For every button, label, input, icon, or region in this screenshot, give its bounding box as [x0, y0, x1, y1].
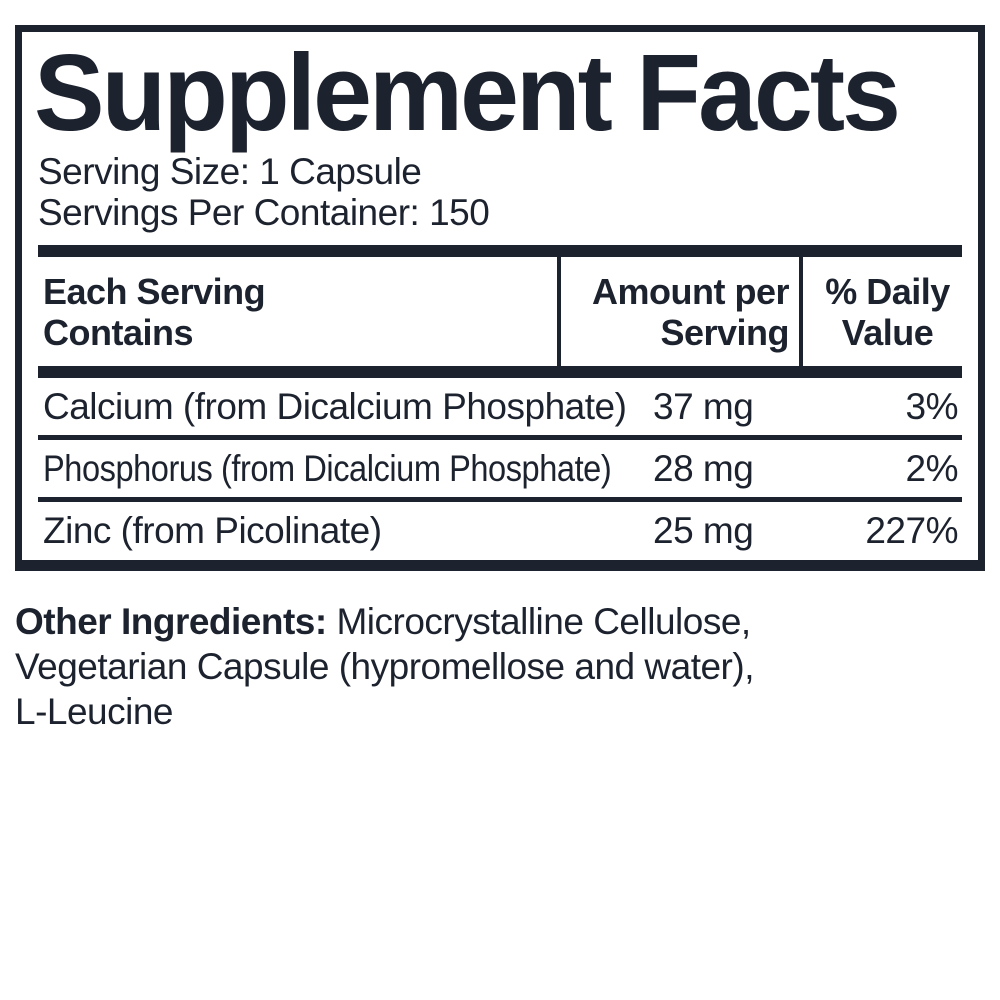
header-each-serving-contains: Each Serving Contains	[38, 267, 557, 353]
nutrient-name: Calcium (from Dicalcium Phosphate)	[43, 385, 627, 427]
other-ingredients-line2: Vegetarian Capsule (hypromellose and wat…	[15, 646, 754, 687]
other-ingredients-label: Other Ingredients:	[15, 601, 327, 642]
nutrient-amount: 37 mg	[653, 385, 754, 427]
header-amount-per-serving: Amount per Serving	[557, 257, 803, 367]
header-col2-line2: Serving	[660, 312, 789, 354]
supplement-facts-panel: Supplement Facts Serving Size: 1 Capsule…	[15, 25, 985, 571]
header-col3-line2: Value	[841, 312, 934, 354]
other-ingredients-line1: Other Ingredients: Microcrystalline Cell…	[15, 599, 985, 644]
header-col1-line2: Contains	[43, 312, 194, 354]
row-separator	[38, 435, 962, 441]
condensed-text: Phosphorus (from Dicalcium Phosphate)	[43, 447, 612, 489]
serving-size-text: Serving Size: 1 Capsule	[38, 151, 422, 193]
nutrient-daily-value: 2%	[905, 447, 959, 489]
nutrient-daily-value: 227%	[865, 509, 958, 551]
header-col3-line1: % Daily	[825, 271, 950, 313]
other-ingredients-section: Other Ingredients: Microcrystalline Cell…	[15, 599, 985, 734]
other-ingredients-text1: Microcrystalline Cellulose,	[336, 601, 751, 642]
header-percent-daily-value: % Daily Value	[803, 267, 960, 353]
nutrient-name: Zinc (from Picolinate)	[43, 509, 382, 551]
nutrient-daily-value: 3%	[905, 385, 959, 427]
nutrient-amount: 28 mg	[653, 447, 754, 489]
nutrient-row-phosphorus: Phosphorus (from Dicalcium Phosphate) 28…	[38, 440, 962, 497]
header-col2-line1: Amount per	[592, 271, 790, 313]
nutrient-name: Phosphorus (from Dicalcium Phosphate)	[38, 448, 653, 490]
other-ingredients-line3: L-Leucine	[15, 691, 174, 732]
row-separator	[38, 497, 962, 503]
nutrient-row-zinc: Zinc (from Picolinate) 25 mg 227%	[38, 502, 962, 559]
nutrient-row-calcium: Calcium (from Dicalcium Phosphate) 37 mg…	[38, 378, 962, 435]
header-col1-line1: Each Serving	[43, 271, 266, 313]
supplement-facts-title: Supplement Facts	[34, 32, 901, 154]
thick-divider-below-header	[38, 366, 962, 379]
thick-divider-top	[38, 245, 962, 258]
servings-per-container-text: Servings Per Container: 150	[38, 192, 490, 234]
nutrient-amount: 25 mg	[653, 509, 754, 551]
nutrient-table-header: Each Serving Contains Amount per Serving…	[38, 257, 962, 367]
